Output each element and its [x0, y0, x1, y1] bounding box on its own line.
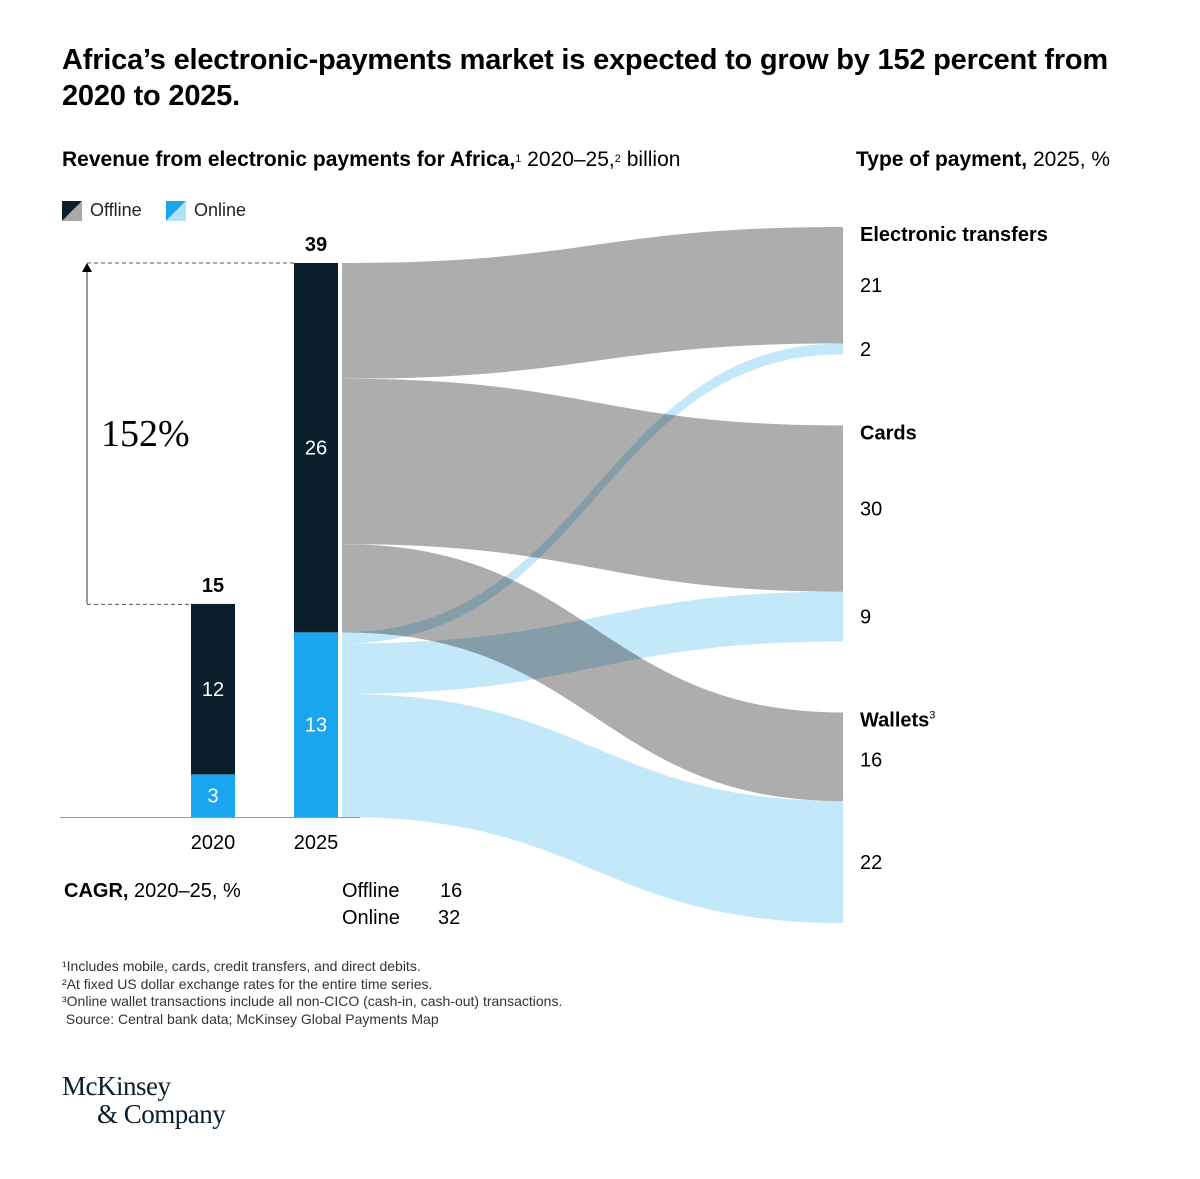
x-tick-2025: 2025 [294, 832, 339, 854]
legend-online-swatch [166, 200, 186, 221]
cagr-online-name: Online [342, 907, 400, 929]
logo-line-1: McKinsey [62, 1071, 171, 1101]
cagr-label-bold: CAGR, [64, 880, 129, 902]
chart-subtitle: Revenue from electronic payments for Afr… [62, 146, 680, 174]
legend-offline-swatch [62, 200, 82, 221]
cagr-offline-name: Offline [342, 880, 400, 902]
value-offline-electronic-transfers: 21 [860, 275, 882, 297]
value-online-cards: 9 [860, 607, 871, 629]
sankey-bar-chart: 3 12 15 2020 13 26 39 2025 152% Electronic transf… [60, 224, 1048, 923]
value-offline-wallets: 16 [860, 749, 882, 771]
cagr-online-value: 32 [438, 907, 461, 929]
flow-online-electronic-transfers [342, 343, 843, 644]
payment-type-rest: 2025, % [1027, 148, 1111, 171]
bar-offline-2020 [191, 603, 235, 775]
cagr-label-rest: 2020–25, % [128, 880, 241, 902]
value-online-wallets: 22 [860, 852, 882, 874]
footnote-3: ³Online wallet transactions include all … [62, 993, 563, 1009]
footnote-1: ¹Includes mobile, cards, credit transfer… [62, 958, 421, 974]
bar-offline-2025 [294, 263, 338, 633]
subtitle-unit: billion [620, 148, 681, 171]
legend-offline: Offline [62, 200, 142, 221]
payment-type-header: Type of payment, 2025, % [856, 146, 1110, 174]
legend-offline-label: Offline [90, 200, 142, 220]
logo-line-2: & Company [97, 1099, 226, 1129]
value-online-electronic-transfers: 2 [860, 339, 871, 361]
chart-title: Africa’s electronic-payments market is e… [62, 44, 1109, 112]
group-label-electronic-transfers: Electronic transfers [860, 224, 1048, 246]
growth-percent-label: 152% [101, 413, 190, 455]
flow-offline-cards [342, 378, 843, 592]
legend-online: Online [166, 200, 246, 221]
flow-online-cards [342, 591, 843, 694]
group-label-wallets: Wallets3 [860, 709, 935, 731]
mckinsey-logo: McKinsey & Company [62, 1071, 226, 1129]
value-offline-cards: 30 [860, 499, 882, 521]
bar-label-offline-2025: 26 [305, 438, 327, 460]
flow-offline-electronic-transfers [342, 227, 843, 379]
bar-total-2025: 39 [305, 234, 327, 256]
cagr-offline-value: 16 [440, 880, 463, 902]
x-tick-2020: 2020 [191, 832, 236, 854]
legend-online-label: Online [194, 200, 247, 220]
subtitle-footnote-2: 2 [614, 153, 621, 165]
subtitle-footnote-1: 1 [515, 153, 522, 165]
subtitle-bold: Revenue from electronic payments for Afr… [62, 148, 516, 171]
bar-label-online-2025: 13 [305, 715, 327, 737]
growth-arrow-head [82, 263, 92, 272]
footnote-source: Source: Central bank data; McKinsey Glob… [62, 1010, 439, 1027]
cagr-label: CAGR, 2020–25, % [64, 880, 241, 903]
bar-online-2020 [191, 774, 235, 817]
flow-online-wallets [342, 693, 843, 923]
bar-total-2020: 15 [202, 575, 224, 597]
footnote-2: ²At fixed US dollar exchange rates for t… [62, 975, 433, 992]
bar-online-2025 [294, 632, 338, 817]
payment-type-bold: Type of payment, [856, 148, 1028, 171]
bar-label-online-2020: 3 [207, 786, 218, 808]
bar-label-offline-2020: 12 [202, 679, 224, 701]
group-label-cards: Cards [860, 422, 917, 444]
footnotes: ¹Includes mobile, cards, credit transfer… [62, 958, 562, 1028]
subtitle-years: 2020–25, [521, 148, 615, 171]
